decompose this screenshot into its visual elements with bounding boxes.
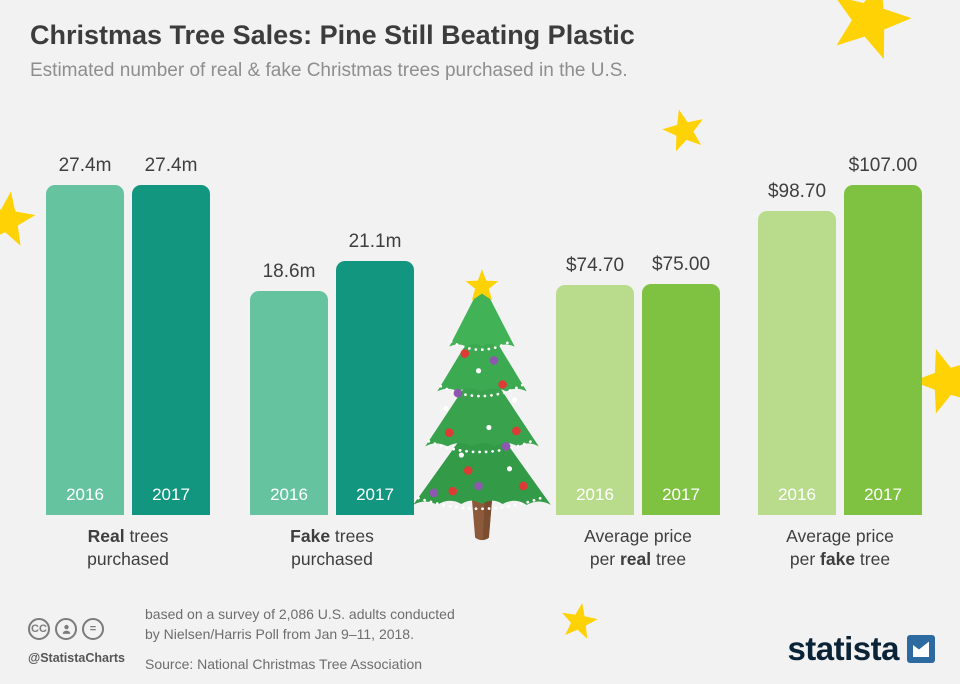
bar-value: 27.4m bbox=[58, 155, 112, 176]
header: Christmas Tree Sales: Pine Still Beating… bbox=[30, 20, 635, 82]
bar-real-trees-2016: 2016 bbox=[46, 185, 124, 515]
bar-price-real-2017: 2017 bbox=[642, 284, 720, 515]
bar-value: 27.4m bbox=[144, 155, 198, 176]
group-label-real-trees: Real trees purchased bbox=[87, 526, 169, 570]
bar-group-fake-trees: 18.6m 2016 21.1m 2017 Fake trees purchas… bbox=[250, 231, 414, 569]
bar-value: 21.1m bbox=[348, 231, 402, 252]
star-icon bbox=[818, 0, 922, 70]
attribution-person-icon bbox=[55, 618, 77, 640]
bar-fake-trees-2017: 2017 bbox=[336, 261, 414, 515]
bar-value: $107.00 bbox=[848, 155, 918, 176]
equals-icon: = bbox=[82, 618, 104, 640]
statista-wordmark: statista bbox=[787, 630, 899, 667]
bar-group-price-fake: $98.70 2016 $107.00 2017 Average price p… bbox=[758, 155, 922, 569]
bar-price-fake-2017: 2017 bbox=[844, 185, 922, 515]
star-icon bbox=[557, 599, 601, 643]
footer-note: based on a survey of 2,086 U.S. adults c… bbox=[145, 604, 455, 674]
statista-logo: statista bbox=[787, 630, 935, 668]
survey-note-line1: based on a survey of 2,086 U.S. adults c… bbox=[145, 606, 455, 622]
statista-charts-handle: @StatistaCharts bbox=[28, 651, 125, 665]
group-label-price-real: Average price per real tree bbox=[584, 526, 692, 570]
page-title: Christmas Tree Sales: Pine Still Beating… bbox=[30, 20, 635, 50]
group-label-fake-trees: Fake trees purchased bbox=[290, 526, 374, 570]
cc-icon: CC bbox=[28, 618, 50, 640]
bar-value: $98.70 bbox=[767, 181, 827, 202]
bar-group-real-trees: 27.4m 2016 27.4m 2017 Real trees purchas… bbox=[46, 155, 210, 569]
statista-logo-mark bbox=[907, 635, 935, 663]
group-label-price-fake: Average price per fake tree bbox=[786, 526, 894, 570]
bar-value: $74.70 bbox=[565, 255, 625, 276]
bar-year-label: 2016 bbox=[778, 485, 816, 504]
bar-fake-trees-2016: 2016 bbox=[250, 291, 328, 515]
bar-real-trees-2017: 2017 bbox=[132, 185, 210, 515]
bar-year-label: 2017 bbox=[864, 485, 902, 504]
source-note: Source: National Christmas Tree Associat… bbox=[145, 655, 423, 672]
star-icon bbox=[903, 337, 960, 423]
bar-value: 18.6m bbox=[262, 261, 316, 282]
star-icon bbox=[0, 186, 40, 252]
christmas-tree-illustration bbox=[396, 258, 568, 554]
bar-year-label: 2017 bbox=[356, 485, 394, 504]
bar-year-label: 2016 bbox=[576, 485, 614, 504]
bar-price-fake-2016: 2016 bbox=[758, 211, 836, 515]
bar-value: $75.00 bbox=[651, 254, 711, 275]
survey-note-line2: by Nielsen/Harris Poll from Jan 9–11, 20… bbox=[145, 626, 414, 643]
bar-year-label: 2016 bbox=[270, 485, 308, 504]
bar-year-label: 2016 bbox=[66, 485, 104, 504]
bar-year-label: 2017 bbox=[662, 485, 700, 504]
license-icons: CC = bbox=[28, 618, 104, 640]
bar-year-label: 2017 bbox=[152, 485, 190, 504]
page-subtitle: Estimated number of real & fake Christma… bbox=[30, 60, 628, 81]
bar-group-price-real: $74.70 2016 $75.00 2017 Average price pe… bbox=[556, 254, 720, 569]
bar-price-real-2016: 2016 bbox=[556, 285, 634, 515]
star-icon bbox=[657, 103, 710, 156]
